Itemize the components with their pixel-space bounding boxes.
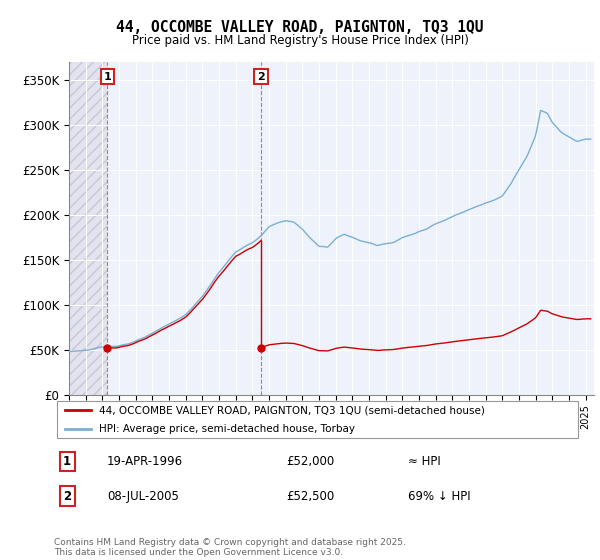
- Bar: [69, 62, 107, 395]
- Text: 2: 2: [257, 72, 265, 82]
- Text: 69% ↓ HPI: 69% ↓ HPI: [408, 490, 470, 503]
- Text: 19-APR-1996: 19-APR-1996: [107, 455, 183, 468]
- Text: HPI: Average price, semi-detached house, Torbay: HPI: Average price, semi-detached house,…: [99, 424, 355, 433]
- Text: 1: 1: [103, 72, 111, 82]
- Text: ≈ HPI: ≈ HPI: [408, 455, 440, 468]
- Text: 44, OCCOMBE VALLEY ROAD, PAIGNTON, TQ3 1QU: 44, OCCOMBE VALLEY ROAD, PAIGNTON, TQ3 1…: [116, 20, 484, 35]
- Text: 1: 1: [63, 455, 71, 468]
- Text: 44, OCCOMBE VALLEY ROAD, PAIGNTON, TQ3 1QU (semi-detached house): 44, OCCOMBE VALLEY ROAD, PAIGNTON, TQ3 1…: [99, 405, 485, 415]
- Text: Contains HM Land Registry data © Crown copyright and database right 2025.
This d: Contains HM Land Registry data © Crown c…: [54, 538, 406, 557]
- FancyBboxPatch shape: [56, 402, 578, 437]
- Text: 08-JUL-2005: 08-JUL-2005: [107, 490, 179, 503]
- Text: £52,500: £52,500: [286, 490, 335, 503]
- Text: £52,000: £52,000: [286, 455, 335, 468]
- Text: 2: 2: [63, 490, 71, 503]
- Text: Price paid vs. HM Land Registry's House Price Index (HPI): Price paid vs. HM Land Registry's House …: [131, 34, 469, 46]
